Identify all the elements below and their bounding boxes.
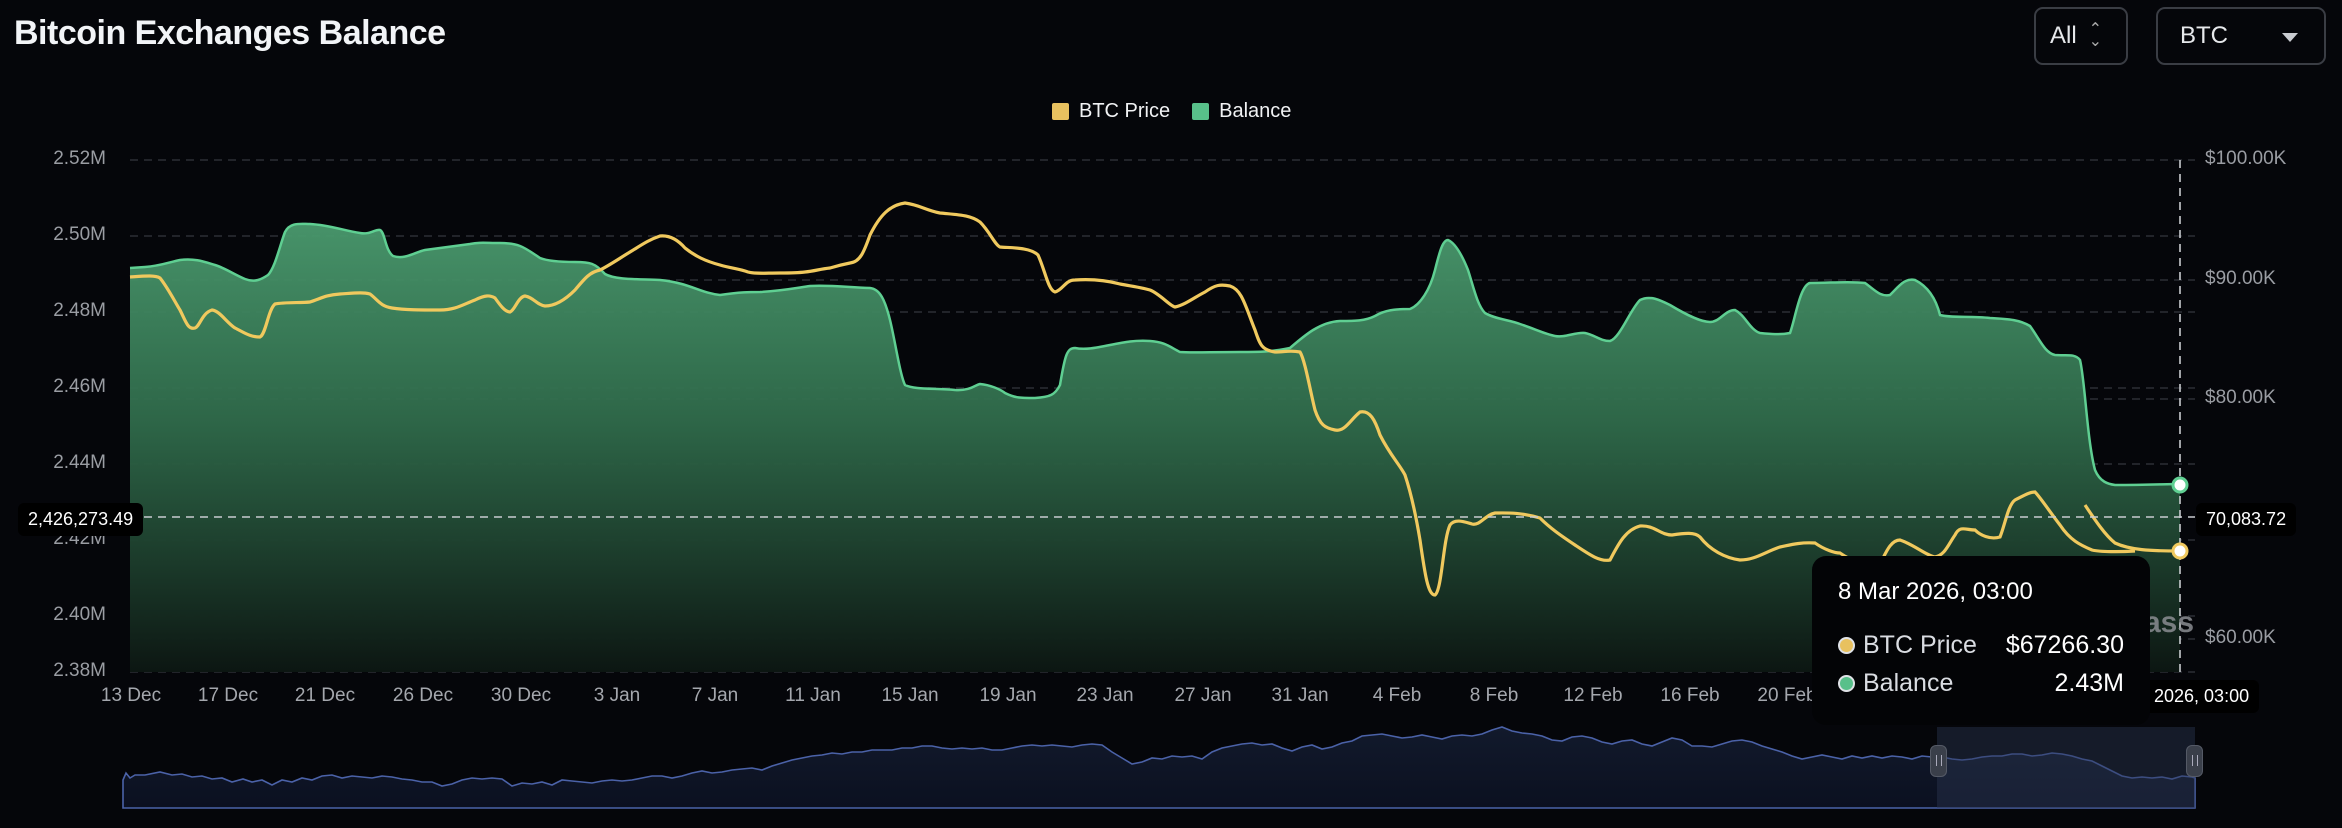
watermark: ass	[2144, 606, 2195, 639]
tooltip-value: 2.43M	[2054, 668, 2124, 697]
legend-swatch-icon	[1192, 103, 1210, 120]
left-axis-tick: 2.40M	[53, 604, 106, 625]
legend-item-balance[interactable]: Balance	[1192, 100, 1291, 123]
x-axis-tick: 16 Feb	[1660, 685, 1720, 706]
x-axis-tick: 26 Dec	[392, 685, 454, 706]
x-axis-tick: 23 Jan	[1076, 685, 1134, 706]
legend-label: Balance	[1219, 100, 1292, 122]
balance-area	[130, 223, 2180, 672]
balance-hover-marker	[2171, 476, 2189, 494]
x-axis-tick: 30 Dec	[490, 685, 552, 706]
left-axis-tick: 2.50M	[53, 224, 106, 245]
x-axis-tick: 7 Jan	[691, 685, 739, 706]
updown-chevron-icon: ⌃ ⌄	[2088, 21, 2103, 50]
x-axis-tick: 4 Feb	[1372, 685, 1422, 706]
asset-select[interactable]: BTC	[2156, 7, 2326, 65]
tooltip-row-btc-price: BTC Price $67266.30	[1838, 628, 2124, 662]
tooltip-label: Balance	[1863, 668, 1954, 697]
right-axis-tick: $100.00K	[2205, 148, 2287, 169]
crosshair-left-value: 2,426,273.49	[18, 503, 144, 536]
left-axis-tick: 2.48M	[53, 300, 106, 321]
balance-line	[129, 222, 2181, 487]
btc-price-dot-icon	[1838, 636, 1855, 654]
x-axis-tick: 12 Feb	[1563, 685, 1623, 706]
x-axis-tick: 21 Dec	[294, 685, 356, 706]
asset-select-value: BTC	[2180, 22, 2228, 49]
chart-legend: BTC Price Balance	[1052, 100, 1313, 123]
legend-label: BTC Price	[1079, 100, 1171, 122]
price-hover-marker	[2171, 542, 2189, 560]
x-axis-tick: 15 Jan	[881, 685, 939, 706]
navigator-right-handle[interactable]	[2186, 745, 2203, 777]
x-axis-tick: 31 Jan	[1271, 685, 1329, 706]
x-axis-tick: 20 Feb	[1757, 685, 1817, 706]
btc-price-line-end	[2083, 504, 2181, 553]
tooltip-value: $67266.30	[2005, 630, 2124, 659]
tooltip-row-balance: Balance 2.43M	[1838, 666, 2124, 700]
chart-tooltip: 8 Mar 2026, 03:00 BTC Price $67266.30 Ba…	[1812, 556, 2150, 725]
range-navigator	[122, 726, 2196, 809]
x-axis-tick: 17 Dec	[197, 685, 259, 706]
navigator-selected-window	[1937, 727, 2195, 808]
crosshair-x-value: 2026, 03:00	[2144, 680, 2260, 713]
x-axis-tick: 3 Jan	[593, 685, 641, 706]
left-axis-tick: 2.44M	[53, 452, 106, 473]
right-axis-tick: $80.00K	[2205, 387, 2276, 408]
btc-price-line	[129, 201, 2136, 597]
balance-dot-icon	[1838, 674, 1855, 692]
legend-swatch-icon	[1052, 103, 1069, 120]
x-axis-tick: 11 Jan	[785, 685, 841, 706]
caret-down-icon	[2282, 33, 2298, 42]
range-select-value: All	[2050, 22, 2077, 49]
crosshair-right-value: 70,083.72	[2196, 503, 2297, 536]
left-axis-tick: 2.46M	[53, 376, 106, 397]
left-axis-tick: 2.38M	[53, 660, 106, 681]
left-axis-tick: 2.52M	[53, 148, 106, 169]
x-axis-tick: 27 Jan	[1174, 685, 1232, 706]
x-axis-tick: 19 Jan	[979, 685, 1037, 706]
navigator-left-handle[interactable]	[1930, 745, 1947, 777]
range-select[interactable]: All ⌃ ⌄	[2034, 7, 2128, 65]
x-axis-tick: 8 Feb	[1469, 685, 1519, 706]
tooltip-label: BTC Price	[1863, 630, 1977, 659]
tooltip-date: 8 Mar 2026, 03:00	[1838, 578, 2033, 605]
page-title: Bitcoin Exchanges Balance	[14, 14, 446, 52]
x-axis-tick: 13 Dec	[100, 685, 162, 706]
right-axis-tick: $90.00K	[2205, 268, 2276, 289]
right-axis-tick: $60.00K	[2205, 627, 2276, 648]
legend-item-btc-price[interactable]: BTC Price	[1052, 100, 1170, 123]
